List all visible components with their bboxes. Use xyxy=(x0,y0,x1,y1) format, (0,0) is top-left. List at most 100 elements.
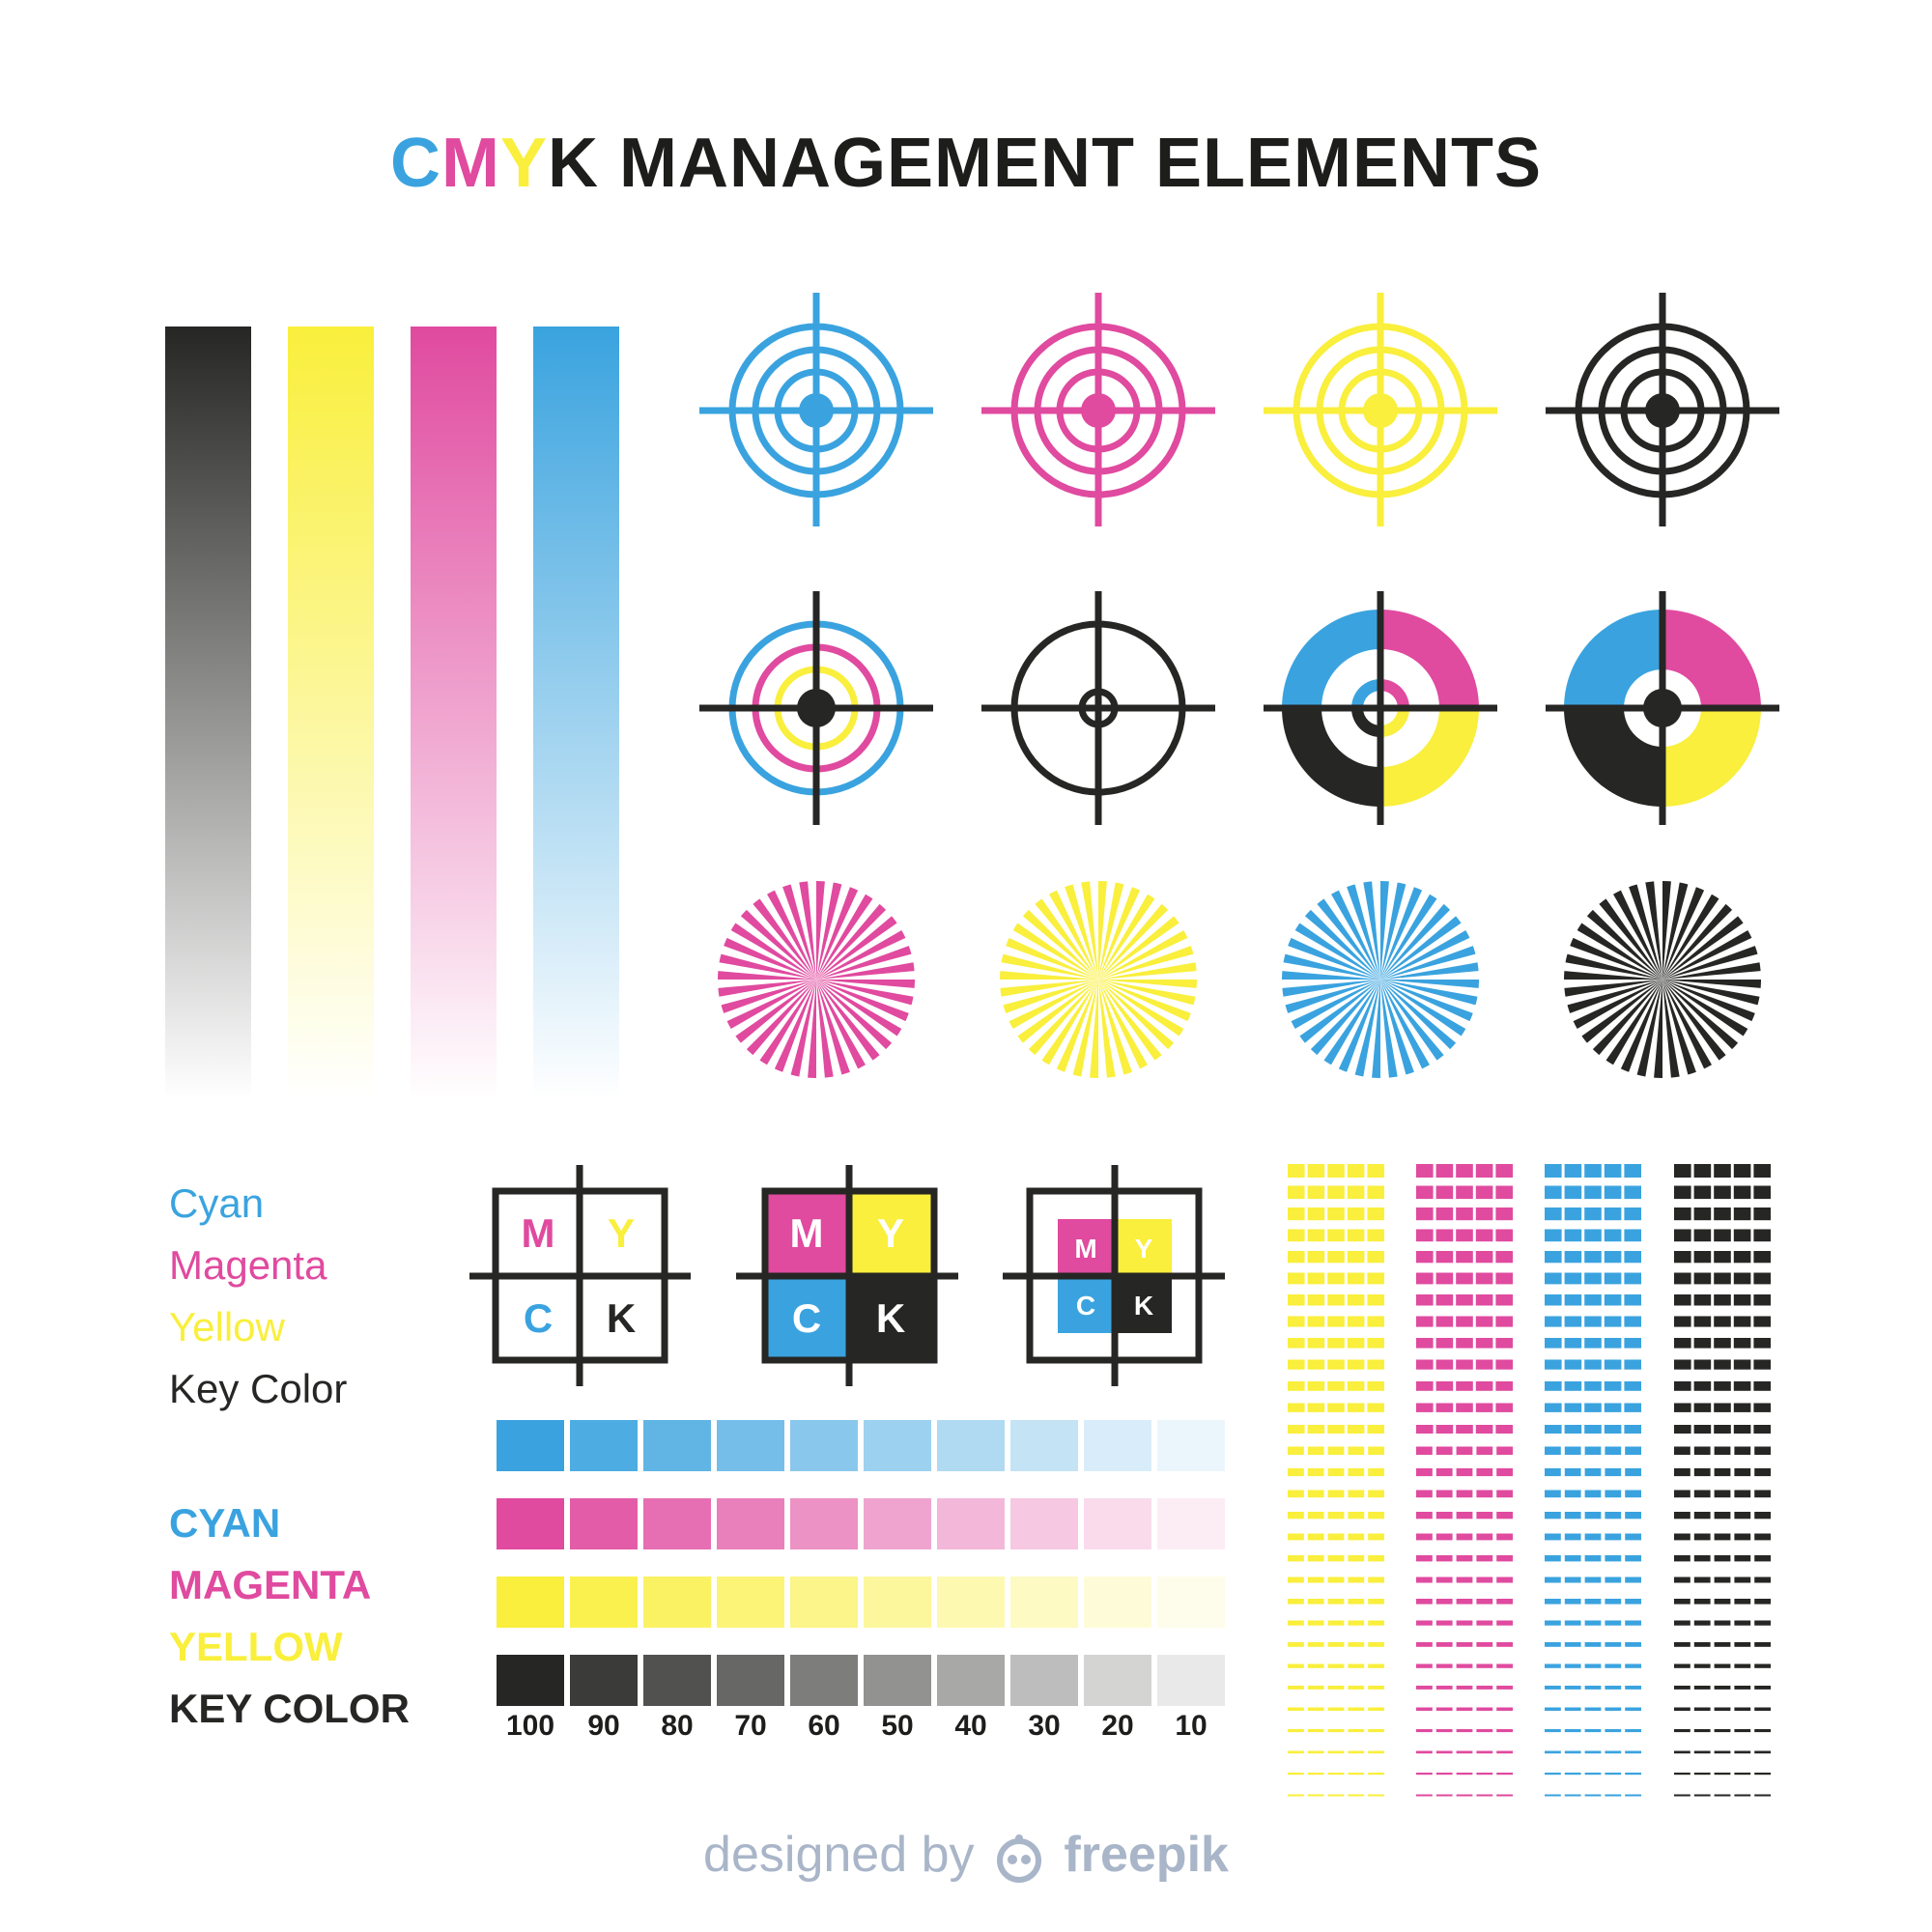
sunburst-ray xyxy=(1662,980,1760,1006)
line-patch-segment xyxy=(1714,1251,1731,1264)
line-patch-segment xyxy=(1435,1663,1453,1668)
line-patch-segment xyxy=(1734,1533,1751,1541)
line-patch-segment xyxy=(1733,1208,1751,1221)
line-patch-segment xyxy=(1435,1729,1453,1733)
sunburst-ray xyxy=(735,980,816,1043)
line-patch-segment xyxy=(1456,1185,1473,1200)
line-patch-segment xyxy=(1674,1577,1690,1583)
line-patch-segment xyxy=(1693,1555,1711,1562)
line-patch-segment xyxy=(1327,1185,1345,1200)
line-patch-segment xyxy=(1753,1208,1771,1221)
line-patch-segment xyxy=(1714,1294,1731,1306)
line-patch-segment xyxy=(1564,1185,1582,1200)
sunburst-ray xyxy=(1310,980,1380,1056)
sunburst-ray xyxy=(816,903,887,980)
line-patch-segment xyxy=(1288,1490,1304,1498)
line-patch-segment xyxy=(1307,1229,1325,1242)
line-patch-segment xyxy=(1288,1512,1304,1520)
line-patch-segment xyxy=(1625,1620,1641,1626)
tint-swatch xyxy=(1157,1420,1225,1471)
line-patch-segment xyxy=(1564,1707,1581,1711)
sunburst-ray xyxy=(1380,930,1470,980)
line-patch-segment xyxy=(1625,1729,1641,1733)
sunburst-ray xyxy=(1282,980,1380,997)
line-patch-segment xyxy=(1327,1272,1345,1285)
tint-swatch xyxy=(643,1420,711,1471)
line-patch-segment xyxy=(1624,1338,1641,1349)
line-patch-segment xyxy=(1734,1468,1751,1477)
sunburst-ray xyxy=(1662,962,1761,980)
line-patch-segment xyxy=(1714,1403,1731,1412)
line-patch-segment xyxy=(1368,1555,1384,1562)
sunburst-ray xyxy=(774,980,816,1072)
reg-letter-k: K xyxy=(1134,1291,1153,1321)
line-patch-segment xyxy=(1307,1251,1325,1264)
line-patch-segment xyxy=(1368,1533,1384,1541)
line-patch-segment xyxy=(1416,1316,1434,1327)
title-letter-c: C xyxy=(389,125,441,202)
line-patch-segment xyxy=(1456,1229,1473,1242)
line-patch-segment xyxy=(1545,1446,1561,1455)
sunburst-ray xyxy=(1565,953,1662,980)
line-patch-segment xyxy=(1564,1750,1581,1754)
line-patch-segment xyxy=(1674,1316,1691,1327)
sunburst-ray xyxy=(1380,903,1451,980)
sunburst-ray xyxy=(1072,980,1098,1077)
line-patch-segment xyxy=(1368,1577,1384,1583)
line-patch-segment xyxy=(1584,1599,1602,1605)
line-patch-segment xyxy=(1734,1729,1751,1733)
line-patch-segment xyxy=(1754,1468,1771,1477)
line-patch-segment xyxy=(1307,1794,1324,1797)
line-patch-segment xyxy=(1604,1294,1622,1306)
sunburst-ray xyxy=(1331,890,1380,980)
tint-swatch xyxy=(1157,1655,1225,1706)
line-patch-segment xyxy=(1416,1729,1433,1733)
line-patch-segment xyxy=(1327,1750,1345,1754)
line-patch-segment xyxy=(1674,1512,1690,1520)
sunburst-ray xyxy=(1294,923,1380,980)
sunburst-ray xyxy=(1662,903,1733,980)
line-patch-segment xyxy=(1456,1707,1473,1711)
tint-swatch xyxy=(1084,1420,1151,1471)
line-patch-segment xyxy=(1416,1663,1433,1668)
sunburst-ray xyxy=(1291,980,1380,1029)
line-patch-segment xyxy=(1435,1686,1453,1690)
line-patch-segment xyxy=(1416,1773,1433,1776)
line-patch-segment xyxy=(1368,1642,1384,1647)
sunburst-ray xyxy=(1662,980,1761,988)
sunburst-ray xyxy=(1380,946,1476,980)
line-patch-segment xyxy=(1674,1294,1691,1306)
line-patch-segment xyxy=(1564,1468,1581,1477)
sunburst-ray xyxy=(1283,953,1380,980)
tint-swatch xyxy=(497,1655,564,1706)
line-patch-segment xyxy=(1714,1577,1731,1583)
line-patch-segment xyxy=(1564,1773,1581,1776)
line-patch-segment xyxy=(1288,1533,1304,1541)
reg-letter-y: Y xyxy=(877,1210,904,1256)
line-patch-segment xyxy=(1564,1577,1581,1583)
sunburst-ray xyxy=(1098,916,1179,980)
line-patch-segment xyxy=(1545,1164,1562,1178)
line-patch-segment xyxy=(1734,1490,1751,1498)
line-patch-segment xyxy=(1307,1272,1325,1285)
tint-swatch xyxy=(497,1420,564,1471)
line-patch-segment xyxy=(1714,1750,1731,1754)
line-patch-segment xyxy=(1733,1403,1751,1412)
line-patch-segment xyxy=(1754,1512,1771,1520)
tint-swatch xyxy=(570,1498,638,1549)
line-patch-segment xyxy=(1584,1425,1602,1434)
line-patch-segment xyxy=(1327,1599,1345,1605)
line-patch-segment xyxy=(1367,1251,1384,1264)
line-patch-segment xyxy=(1367,1229,1384,1242)
tint-swatch xyxy=(1010,1498,1078,1549)
line-patch-segment xyxy=(1674,1707,1690,1711)
sunburst-ray xyxy=(1662,980,1755,1022)
line-patch-segment xyxy=(1368,1620,1384,1626)
line-patch-segment xyxy=(1714,1555,1731,1562)
line-patch-segment xyxy=(1693,1686,1711,1690)
line-patch-segment xyxy=(1416,1208,1434,1221)
sunburst-ray xyxy=(1380,980,1430,1069)
sunburst-ray xyxy=(1380,962,1479,980)
line-patch-segment xyxy=(1545,1620,1561,1626)
line-patch-segment xyxy=(1625,1750,1641,1754)
